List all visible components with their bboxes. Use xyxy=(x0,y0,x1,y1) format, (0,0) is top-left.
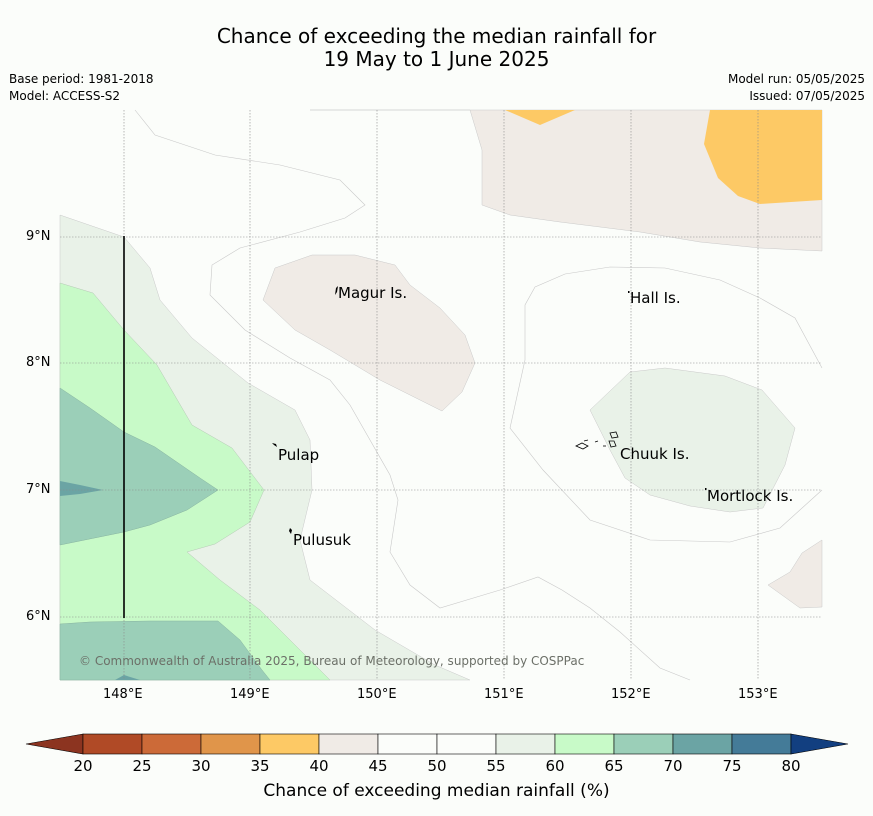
meta-left: Base period: 1981-2018 Model: ACCESS-S2 xyxy=(9,71,154,105)
model-name: Model: ACCESS-S2 xyxy=(9,89,121,103)
colorbar-tick-label: 20 xyxy=(73,757,93,775)
island-markers xyxy=(272,286,707,534)
lon-label-153e: 153°E xyxy=(738,687,778,702)
lat-label-8n: 8°N xyxy=(26,355,51,370)
contour-35-40-top-small xyxy=(505,110,575,125)
chuuk-lagoon-shape xyxy=(575,431,619,450)
mortlock-island-shape xyxy=(705,488,707,490)
colorbar-segment xyxy=(200,733,261,755)
colorbar-tick-label: 45 xyxy=(368,757,388,775)
colorbar-under-arrow xyxy=(25,733,84,755)
colorbar-segment xyxy=(495,733,556,755)
contour-40-45-magur xyxy=(262,254,476,412)
colorbar-segment xyxy=(436,733,497,755)
lat-label-6n: 6°N xyxy=(26,609,51,624)
colorbar-tick-label: 75 xyxy=(722,757,742,775)
colorbar-title: Chance of exceeding median rainfall (%) xyxy=(263,781,610,801)
colorbar-tick-label: 25 xyxy=(132,757,152,775)
lon-label-151e: 151°E xyxy=(484,687,524,702)
place-hall: Hall Is. xyxy=(630,289,681,307)
contour-line-50-west xyxy=(134,109,691,681)
colorbar-tick-label: 65 xyxy=(604,757,624,775)
colorbar-segment xyxy=(377,733,438,755)
place-mortlock: Mortlock Is. xyxy=(707,487,794,505)
model-run: Model run: 05/05/2025 xyxy=(727,72,865,86)
colorbar-tick-label: 50 xyxy=(427,757,447,775)
colorbar-segment xyxy=(731,733,792,755)
place-pulusuk: Pulusuk xyxy=(293,531,351,549)
meta-right: Model run: 05/05/2025 Issued: 07/05/2025 xyxy=(728,71,865,105)
lon-label-152e: 152°E xyxy=(611,687,651,702)
hall-island-shape xyxy=(628,291,630,293)
map-title-line2: 19 May to 1 June 2025 xyxy=(323,47,550,71)
base-period: Base period: 1981-2018 xyxy=(9,72,154,86)
colorbar-tick-label: 80 xyxy=(781,757,801,775)
colorbar-segment xyxy=(82,733,143,755)
lon-label-150e: 150°E xyxy=(357,687,397,702)
colorbar-tick-label: 30 xyxy=(191,757,211,775)
contour-line-50-east xyxy=(509,266,823,543)
place-magur: Magur Is. xyxy=(338,284,408,302)
lon-label-148e: 148°E xyxy=(103,687,143,702)
map-title-line1: Chance of exceeding the median rainfall … xyxy=(216,24,657,48)
place-pulap: Pulap xyxy=(278,446,320,464)
lon-label-149e: 149°E xyxy=(230,687,270,702)
colorbar-segment xyxy=(259,733,320,755)
colorbar-segment xyxy=(613,733,674,755)
colorbar-segment xyxy=(554,733,615,755)
contour-65-70-west xyxy=(59,387,219,546)
contour-70-75-west xyxy=(60,481,103,496)
magur-island-shape xyxy=(335,286,338,295)
place-chuuk: Chuuk Is. xyxy=(620,445,690,463)
lat-label-9n: 9°N xyxy=(26,229,51,244)
colorbar-tick-label: 60 xyxy=(545,757,565,775)
pulusuk-island-shape xyxy=(289,528,292,534)
contour-55-60-chuuk xyxy=(589,367,796,513)
contour-35-40-top-right xyxy=(704,110,822,204)
colorbar-segment xyxy=(141,733,202,755)
colorbar-tick-label: 70 xyxy=(663,757,683,775)
colorbar-over-arrow xyxy=(790,733,849,755)
colorbar-tick-label: 40 xyxy=(309,757,329,775)
copyright-notice: © Commonwealth of Australia 2025, Bureau… xyxy=(79,654,585,668)
colorbar-tick-label: 35 xyxy=(250,757,270,775)
colorbar-segment xyxy=(672,733,733,755)
lat-label-7n: 7°N xyxy=(26,482,51,497)
contour-40-45-top xyxy=(310,109,823,252)
pulap-island-shape xyxy=(272,443,277,447)
colorbar-segment xyxy=(318,733,379,755)
issued-date: Issued: 07/05/2025 xyxy=(749,89,865,103)
contour-40-45-bottom-right xyxy=(767,539,823,609)
colorbar xyxy=(25,733,849,755)
contour-70-75-south xyxy=(115,675,140,680)
colorbar-tick-label: 55 xyxy=(486,757,506,775)
